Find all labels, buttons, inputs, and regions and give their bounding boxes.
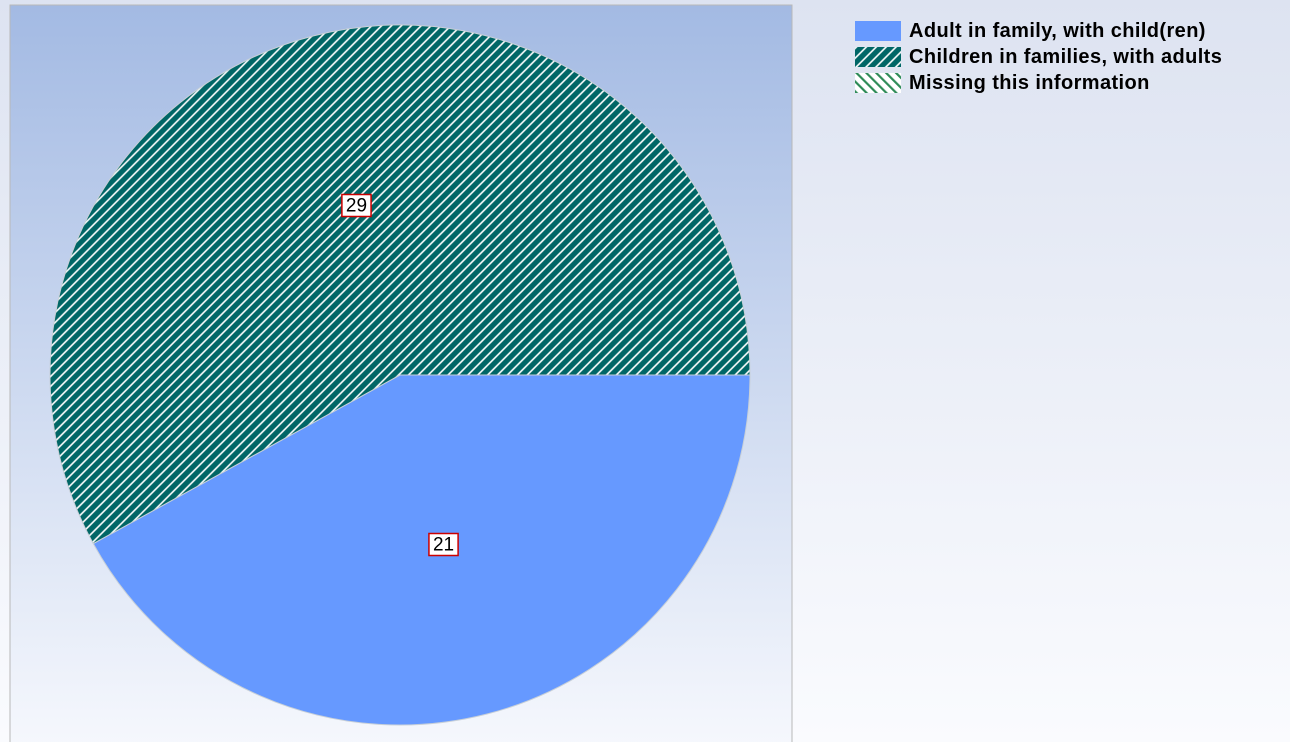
data-label-text: 21: [433, 535, 454, 556]
data-label: 29: [341, 193, 372, 218]
data-label: 21: [428, 532, 459, 557]
legend-swatch-fill: [855, 47, 901, 67]
data-label-box: [428, 532, 459, 557]
chart: 21 29: [9, 4, 793, 742]
pie-slice: [49, 24, 751, 545]
legend-swatch: [855, 47, 901, 67]
legend-swatch: [855, 21, 901, 41]
legend-swatch: [855, 73, 901, 93]
legend-item: Missing this information: [855, 72, 1285, 94]
legend-item: Adult in family, with child(ren): [855, 20, 1285, 42]
data-label-text: 29: [346, 196, 367, 217]
pie-slice: [92, 374, 751, 726]
data-label-box: [341, 193, 372, 218]
legend-label: Adult in family, with child(ren): [909, 20, 1206, 42]
legend: Adult in family, with child(ren) Children…: [855, 20, 1285, 98]
legend-label: Children in families, with adults: [909, 46, 1223, 68]
legend-item: Children in families, with adults: [855, 46, 1285, 68]
legend-swatch-fill: [855, 73, 901, 93]
legend-swatch-fill: [855, 21, 901, 41]
legend-label: Missing this information: [909, 72, 1150, 94]
